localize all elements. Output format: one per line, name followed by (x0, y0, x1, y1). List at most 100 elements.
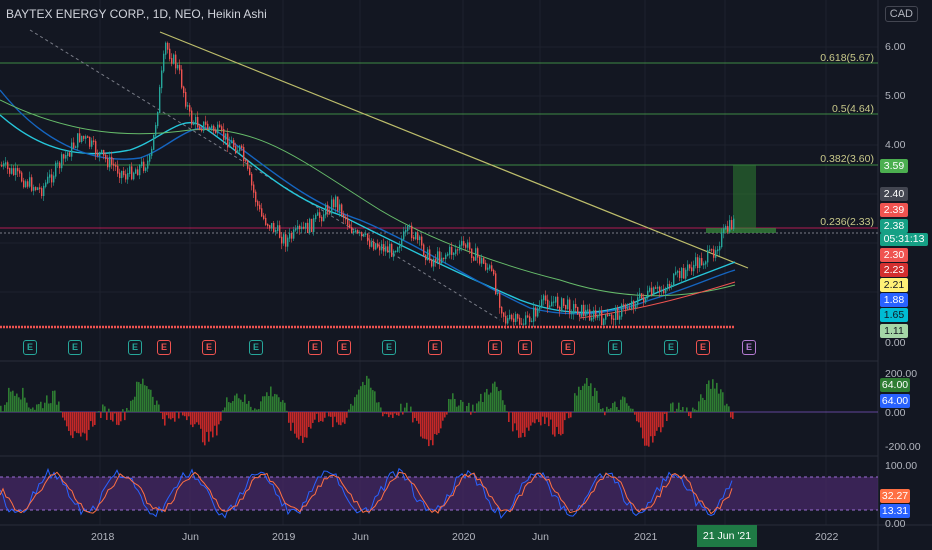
bar-countdown: 05:31:13 (880, 233, 928, 246)
earnings-marker[interactable]: E (696, 340, 710, 355)
fib-label-0618: 0.618(5.67) (820, 52, 874, 64)
histogram-bar (466, 406, 468, 412)
trendline[interactable] (159, 31, 749, 269)
candle (293, 229, 295, 239)
histogram-bar (508, 412, 510, 422)
histogram-bar (370, 387, 372, 412)
earnings-marker[interactable]: E (308, 340, 322, 355)
candle (253, 184, 255, 193)
candle (539, 305, 541, 310)
earnings-marker[interactable]: E (742, 340, 756, 355)
histogram-bar (134, 396, 136, 412)
candle (289, 232, 291, 239)
earnings-marker[interactable]: E (561, 340, 575, 355)
candle (61, 154, 63, 169)
candle (217, 124, 219, 134)
earnings-marker[interactable]: E (68, 340, 82, 355)
histogram-bar (502, 400, 504, 412)
candle (205, 121, 207, 125)
histogram-bar (298, 412, 300, 440)
histogram-bar (490, 392, 492, 412)
candle (705, 261, 707, 265)
histogram-bar (686, 407, 688, 412)
earnings-marker[interactable]: E (428, 340, 442, 355)
candle (643, 297, 645, 303)
earnings-marker[interactable]: E (128, 340, 142, 355)
histogram-bar (2, 411, 4, 412)
candle (599, 310, 601, 316)
candle (583, 304, 585, 316)
candle (595, 310, 597, 318)
histogram-bar (650, 412, 652, 437)
candle (119, 172, 121, 179)
heikin-ashi-candles[interactable] (1, 41, 735, 330)
candle (573, 303, 575, 314)
candle (547, 299, 549, 308)
candle (409, 225, 411, 228)
price-tick: 5.00 (885, 90, 906, 102)
earnings-marker[interactable]: E (157, 340, 171, 355)
candle (403, 231, 405, 240)
candle (445, 254, 447, 259)
candle (411, 225, 413, 239)
histogram-bar (58, 401, 60, 412)
earnings-marker[interactable]: E (664, 340, 678, 355)
histogram-bar (566, 412, 568, 414)
histogram-bar (36, 404, 38, 412)
histogram-bar (354, 397, 356, 412)
candle (375, 243, 377, 250)
histogram-bar (160, 412, 162, 413)
oscillator-histogram (0, 375, 734, 447)
histogram-bar (462, 401, 464, 412)
histogram-bar (268, 396, 270, 412)
candle (243, 147, 245, 162)
candle (161, 70, 163, 89)
candle (513, 318, 515, 322)
earnings-marker[interactable]: E (202, 340, 216, 355)
histogram-bar (38, 404, 40, 412)
histogram-bar (582, 385, 584, 412)
stoch-d-line (0, 471, 733, 515)
time-tick: Jun (352, 531, 369, 543)
candle (611, 314, 613, 320)
histogram-bar (146, 386, 148, 412)
price-label-target: 3.59 (880, 159, 908, 173)
earnings-marker[interactable]: E (249, 340, 263, 355)
candle (673, 273, 675, 286)
histogram-bar (176, 411, 178, 412)
candle (661, 290, 663, 292)
histogram-bar (666, 412, 668, 422)
time-tick: Jun (532, 531, 549, 543)
candle (37, 187, 39, 191)
earnings-marker[interactable]: E (337, 340, 351, 355)
candle (545, 295, 547, 301)
earnings-marker[interactable]: E (518, 340, 532, 355)
candle (591, 317, 593, 321)
candle (699, 258, 701, 268)
histogram-bar (718, 393, 720, 412)
dashed-trendline[interactable] (29, 29, 501, 321)
currency-button[interactable]: CAD (884, 6, 918, 22)
histogram-bar (34, 409, 36, 412)
histogram-bar (442, 412, 444, 421)
candle (77, 133, 79, 148)
long-position-entry[interactable] (706, 228, 776, 233)
histogram-bar (356, 394, 358, 412)
candle (419, 236, 421, 241)
histogram-bar (410, 406, 412, 412)
candle (493, 269, 495, 275)
candle (247, 160, 249, 169)
candle (499, 292, 501, 308)
histogram-bar (270, 386, 272, 412)
earnings-marker[interactable]: E (608, 340, 622, 355)
histogram-bar (350, 403, 352, 412)
candle (453, 252, 455, 255)
earnings-marker[interactable]: E (488, 340, 502, 355)
symbol-title[interactable]: BAYTEX ENERGY CORP., 1D, NEO, Heikin Ash… (6, 7, 267, 21)
long-position-target[interactable] (733, 165, 756, 228)
earnings-marker[interactable]: E (23, 340, 37, 355)
candle (261, 208, 263, 217)
earnings-marker[interactable]: E (382, 340, 396, 355)
candle (175, 54, 177, 69)
